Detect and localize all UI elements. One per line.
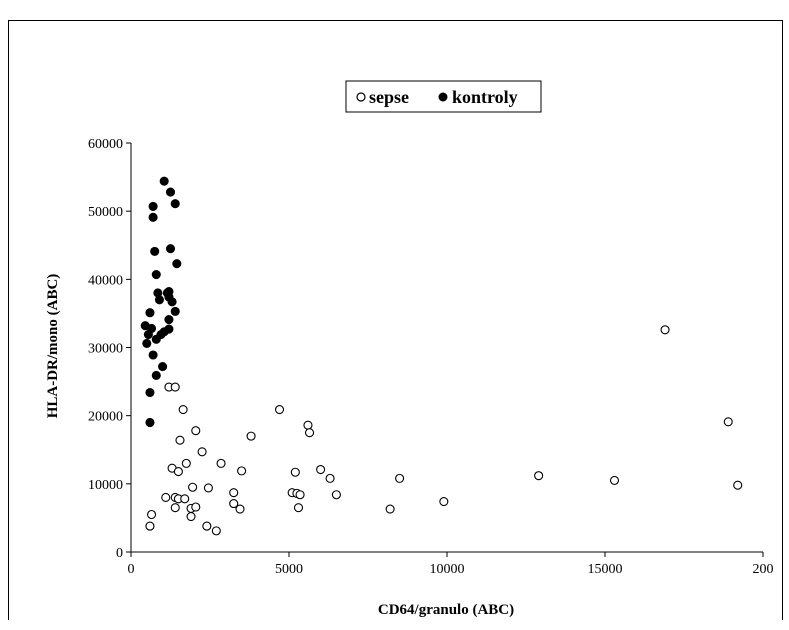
sepse-point (325, 473, 335, 483)
y-tick-label: 20000 (88, 410, 123, 425)
chart-frame (8, 20, 783, 620)
axes (130, 143, 763, 553)
kontroly-point (154, 295, 164, 305)
legend-kontroly-marker (438, 92, 448, 102)
kontroly-point (151, 270, 161, 280)
sepse-point (175, 435, 185, 445)
kontroly-point (148, 350, 158, 360)
sepse-point (181, 458, 191, 468)
sepse-point (173, 467, 183, 477)
sepse-point (146, 509, 157, 520)
sepse-point (723, 417, 733, 427)
kontroly-point (142, 338, 152, 348)
sepse-point (439, 497, 449, 507)
y-axis-title: HLA-DR/mono (ABC) (45, 274, 61, 419)
sepse-point (304, 428, 315, 438)
sepse-point (229, 499, 239, 509)
sepse-point (188, 482, 198, 492)
y-tick-label: 60000 (88, 137, 123, 152)
data-points (140, 176, 743, 536)
sepse-point (609, 475, 620, 485)
sepse-point (202, 521, 212, 531)
sepse-point (331, 490, 341, 500)
kontroly-point (146, 323, 157, 333)
sepse-point (191, 426, 201, 436)
sepse-point (216, 458, 226, 468)
kontroly-point (148, 201, 158, 211)
sepse-point (293, 503, 304, 513)
x-tick-label: 10000 (430, 562, 465, 577)
kontroly-point (165, 187, 176, 197)
y-tick-label: 10000 (88, 478, 123, 493)
legend-sepse-label: sepse (369, 87, 409, 107)
sepse-point (229, 488, 239, 498)
sepse-point (295, 490, 305, 500)
sepse-point (733, 480, 743, 490)
x-tick-label: 5000 (275, 562, 303, 577)
sepse-point (303, 420, 313, 430)
sepse-point (191, 502, 201, 512)
sepse-point (316, 464, 326, 475)
legend-kontroly-label: kontroly (452, 87, 518, 107)
sepse-point (660, 325, 670, 335)
sepse-point (395, 473, 405, 483)
sepse-point (534, 471, 544, 481)
y-tick-label: 30000 (88, 342, 123, 357)
x-axis-title: CD64/granulo (ABC) (378, 602, 514, 618)
sepse-point (274, 404, 285, 415)
sepse-point (145, 521, 155, 531)
x-tick-label: 200 (753, 562, 774, 577)
sepse-point (161, 492, 171, 503)
sepse-point (178, 404, 188, 415)
kontroly-point (170, 306, 180, 316)
kontroly-point (151, 370, 161, 380)
kontroly-point (167, 297, 177, 307)
y-tick-label: 0 (116, 546, 123, 561)
kontroly-point (159, 176, 169, 186)
sepse-point (197, 447, 207, 457)
sepse-point (170, 382, 180, 392)
kontroly-point (172, 259, 182, 269)
kontroly-point (164, 315, 174, 325)
legend-sepse-marker (356, 92, 366, 102)
sepse-point (180, 494, 190, 504)
x-tick-label: 0 (128, 562, 135, 577)
sepse-point (290, 467, 300, 477)
sepse-point (385, 504, 395, 514)
kontroly-point (158, 362, 168, 372)
ticks: 0 10000 20000 30000 40000 50000 60000 0 5000 1000… (88, 137, 774, 577)
kontroly-point (145, 417, 155, 428)
y-tick-label: 50000 (88, 205, 123, 220)
sepse-point (246, 431, 256, 441)
kontroly-point (164, 324, 174, 334)
sepse-point (235, 504, 245, 514)
sepse-point (170, 503, 180, 513)
sepse-point (211, 526, 221, 536)
kontroly-point (145, 387, 155, 398)
sepse-point (237, 466, 247, 476)
legend: sepse kontroly (345, 80, 542, 113)
kontroly-point (165, 244, 176, 254)
kontroly-point (145, 308, 155, 318)
sepse-point (186, 512, 196, 522)
kontroly-point (150, 246, 160, 256)
kontroly-point (148, 212, 158, 222)
sepse-point (203, 483, 213, 493)
x-tick-label: 15000 (588, 562, 623, 577)
y-tick-label: 40000 (88, 273, 123, 288)
kontroly-point (170, 199, 180, 209)
